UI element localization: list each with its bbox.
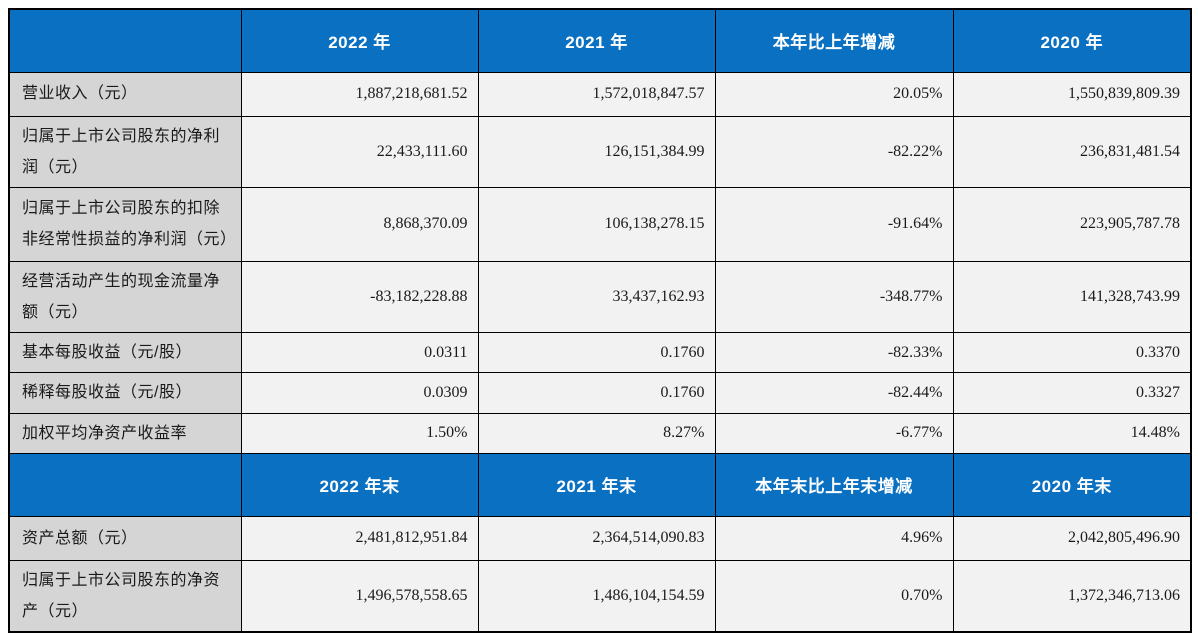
- table-row-diluted-eps: 稀释每股收益（元/股） 0.0309 0.1760 -82.44% 0.3327: [8, 372, 1192, 414]
- header-year-2020: 2020 年: [952, 8, 1192, 73]
- cell-value: 2,364,514,090.83: [477, 515, 716, 561]
- header-year-end-change: 本年末比上年末增减: [714, 452, 954, 517]
- table-row-total-assets: 资产总额（元） 2,481,812,951.84 2,364,514,090.8…: [8, 515, 1192, 561]
- cell-value: 0.3370: [952, 332, 1192, 374]
- header-blank-cell: [8, 452, 242, 517]
- row-label: 归属于上市公司股东的净利润（元）: [8, 115, 242, 188]
- header-blank-cell: [8, 8, 242, 73]
- cell-value: 1,887,218,681.52: [240, 71, 479, 117]
- cell-value: 0.3327: [952, 372, 1192, 414]
- table-row-operating-revenue: 营业收入（元） 1,887,218,681.52 1,572,018,847.5…: [8, 71, 1192, 117]
- cell-value: 14.48%: [952, 412, 1192, 454]
- cell-value: 126,151,384.99: [477, 115, 716, 188]
- cell-value: -82.44%: [714, 372, 954, 414]
- row-label: 经营活动产生的现金流量净额（元）: [8, 260, 242, 334]
- header-year-end-2022: 2022 年末: [240, 452, 479, 517]
- table-row-operating-cash-flow: 经营活动产生的现金流量净额（元） -83,182,228.88 33,437,1…: [8, 260, 1192, 334]
- cell-value: 0.1760: [477, 332, 716, 374]
- table-row-weighted-avg-roe: 加权平均净资产收益率 1.50% 8.27% -6.77% 14.48%: [8, 412, 1192, 454]
- cell-value: -348.77%: [714, 260, 954, 334]
- row-label: 营业收入（元）: [8, 71, 242, 117]
- header-year-2022: 2022 年: [240, 8, 479, 73]
- cell-value: 2,481,812,951.84: [240, 515, 479, 561]
- header-year-end-2021: 2021 年末: [477, 452, 716, 517]
- cell-value: 8,868,370.09: [240, 186, 479, 262]
- row-label: 归属于上市公司股东的净资产（元）: [8, 559, 242, 633]
- cell-value: 0.1760: [477, 372, 716, 414]
- cell-value: 0.0309: [240, 372, 479, 414]
- cell-value: 2,042,805,496.90: [952, 515, 1192, 561]
- row-label: 稀释每股收益（元/股）: [8, 372, 242, 414]
- cell-value: 33,437,162.93: [477, 260, 716, 334]
- row-label: 资产总额（元）: [8, 515, 242, 561]
- cell-value: -82.33%: [714, 332, 954, 374]
- header-year-2021: 2021 年: [477, 8, 716, 73]
- header-yoy-change: 本年比上年增减: [714, 8, 954, 73]
- cell-value: -91.64%: [714, 186, 954, 262]
- cell-value: -6.77%: [714, 412, 954, 454]
- cell-value: 1.50%: [240, 412, 479, 454]
- annual-header-row: 2022 年 2021 年 本年比上年增减 2020 年: [8, 8, 1192, 73]
- cell-value: 20.05%: [714, 71, 954, 117]
- cell-value: 1,372,346,713.06: [952, 559, 1192, 633]
- cell-value: 1,486,104,154.59: [477, 559, 716, 633]
- row-label: 归属于上市公司股东的扣除非经常性损益的净利润（元）: [8, 186, 242, 262]
- cell-value: 141,328,743.99: [952, 260, 1192, 334]
- cell-value: -82.22%: [714, 115, 954, 188]
- cell-value: 0.70%: [714, 559, 954, 633]
- year-end-header-row: 2022 年末 2021 年末 本年末比上年末增减 2020 年末: [8, 452, 1192, 517]
- key-financials-table: 2022 年 2021 年 本年比上年增减 2020 年 营业收入（元） 1,8…: [8, 8, 1192, 633]
- table-row-basic-eps: 基本每股收益（元/股） 0.0311 0.1760 -82.33% 0.3370: [8, 332, 1192, 374]
- table-row-net-profit-excl-nonrecurring: 归属于上市公司股东的扣除非经常性损益的净利润（元） 8,868,370.09 1…: [8, 186, 1192, 262]
- cell-value: 0.0311: [240, 332, 479, 374]
- cell-value: 1,496,578,558.65: [240, 559, 479, 633]
- header-year-end-2020: 2020 年末: [952, 452, 1192, 517]
- table-row-net-assets: 归属于上市公司股东的净资产（元） 1,496,578,558.65 1,486,…: [8, 559, 1192, 633]
- cell-value: 236,831,481.54: [952, 115, 1192, 188]
- cell-value: -83,182,228.88: [240, 260, 479, 334]
- row-label: 加权平均净资产收益率: [8, 412, 242, 454]
- table-row-net-profit: 归属于上市公司股东的净利润（元） 22,433,111.60 126,151,3…: [8, 115, 1192, 188]
- cell-value: 1,550,839,809.39: [952, 71, 1192, 117]
- row-label: 基本每股收益（元/股）: [8, 332, 242, 374]
- cell-value: 223,905,787.78: [952, 186, 1192, 262]
- cell-value: 22,433,111.60: [240, 115, 479, 188]
- cell-value: 8.27%: [477, 412, 716, 454]
- cell-value: 106,138,278.15: [477, 186, 716, 262]
- cell-value: 4.96%: [714, 515, 954, 561]
- cell-value: 1,572,018,847.57: [477, 71, 716, 117]
